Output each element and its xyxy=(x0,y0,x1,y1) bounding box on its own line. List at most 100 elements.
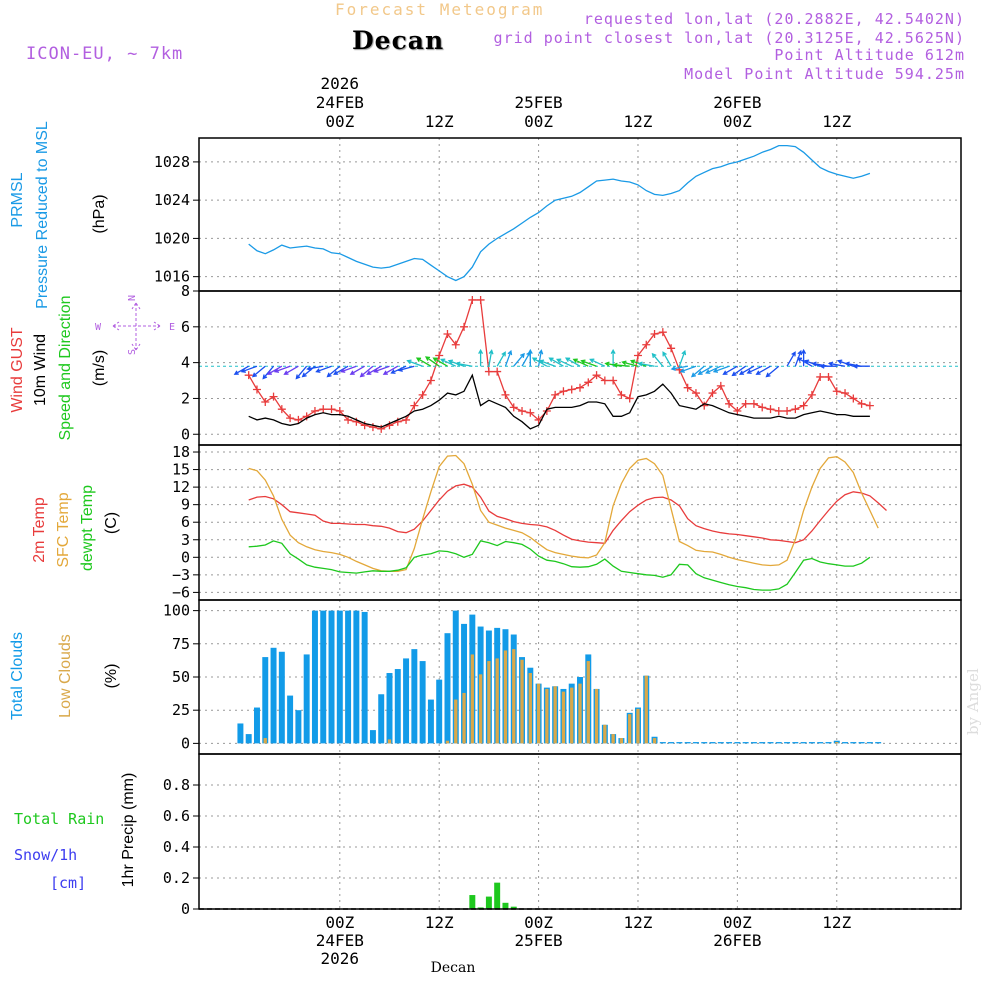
snow-unit: [cm] xyxy=(50,874,86,892)
bar-low-clouds xyxy=(586,661,590,744)
bar-low-clouds xyxy=(503,650,508,744)
gust-point xyxy=(799,401,808,410)
y-tick-label: −3 xyxy=(172,566,190,584)
wind-arrow xyxy=(746,365,763,374)
bar-total-clouds xyxy=(278,651,285,744)
wind-arrow xyxy=(273,365,291,373)
gust-point xyxy=(368,423,377,432)
wind-arrow xyxy=(731,365,747,377)
precip-frame xyxy=(198,753,962,910)
wind-arrow xyxy=(765,365,780,378)
bar-total-rain xyxy=(485,896,492,909)
y-tick-label: 0.6 xyxy=(163,807,190,825)
wind-arrow xyxy=(612,362,630,368)
pressure-panel: 1016 1020 1024 1028 xyxy=(154,137,962,292)
bar-total-clouds xyxy=(875,742,882,744)
bar-total-clouds xyxy=(684,742,691,744)
bar-total-clouds xyxy=(817,742,824,744)
wind-arrow xyxy=(333,365,349,375)
y-tick-label: 1024 xyxy=(154,191,190,209)
y-tick-label: −6 xyxy=(172,583,190,601)
bar-total-clouds xyxy=(311,610,318,744)
gust-point xyxy=(261,398,270,407)
gust-point xyxy=(841,389,850,398)
bar-total-clouds xyxy=(303,654,310,744)
pressure-label-short: PRMSL xyxy=(9,172,26,227)
bar-total-clouds xyxy=(403,658,410,744)
y-tick-label: 0 xyxy=(181,425,190,443)
wind-arrow xyxy=(712,365,730,373)
bar-total-clouds xyxy=(692,742,699,744)
wind-arrow xyxy=(326,365,341,378)
top-axis-label: 25FEB xyxy=(515,93,563,112)
compass-south: S xyxy=(127,349,138,355)
bar-low-clouds xyxy=(594,688,599,744)
top-axis-label: 00Z xyxy=(723,112,752,131)
bar-total-clouds xyxy=(361,611,368,744)
bar-low-clouds xyxy=(603,724,607,744)
wind-unit: (m/s) xyxy=(91,350,108,386)
wind-arrow xyxy=(415,357,432,367)
wind-arrow xyxy=(478,348,484,367)
wind-arrow xyxy=(233,365,250,375)
bar-low-clouds xyxy=(528,673,532,744)
y-tick-label: 8 xyxy=(181,282,190,300)
wind-arrow xyxy=(819,363,837,369)
bar-total-clouds xyxy=(386,673,393,744)
top-axis-label: 26FEB xyxy=(713,93,761,112)
bar-total-clouds xyxy=(750,742,757,744)
bottom-axis-label: 00Z xyxy=(723,913,752,932)
temp-sfc-label: SFC Temp xyxy=(55,492,72,567)
bar-low-clouds xyxy=(561,691,566,744)
point-altitude: Point Altitude 612m xyxy=(774,46,965,64)
top-axis-label: 2026 xyxy=(321,74,360,93)
wind-arrow xyxy=(827,361,846,367)
compass-west: W xyxy=(95,322,102,333)
bar-low-clouds xyxy=(520,659,524,744)
wind-arrow xyxy=(564,357,581,367)
bottom-axis-label: 12Z xyxy=(624,913,653,932)
wind-arrow xyxy=(697,365,713,375)
bar-low-clouds xyxy=(611,734,615,744)
wind-arrow xyxy=(705,365,722,374)
bar-total-clouds xyxy=(734,742,741,744)
pressure-frame xyxy=(198,137,962,292)
wind-arrow xyxy=(531,357,548,367)
bar-total-clouds xyxy=(792,742,799,744)
bar-total-clouds xyxy=(842,742,849,744)
compass-east: E xyxy=(169,322,175,333)
gust-point xyxy=(667,344,676,353)
gust-point xyxy=(725,399,734,408)
top-axis-label: 00Z xyxy=(524,112,553,131)
y-tick-label: 0.4 xyxy=(163,838,190,856)
wind-arrow xyxy=(406,359,423,367)
y-tick-label: 4 xyxy=(181,354,190,372)
wind-arrow xyxy=(538,359,556,367)
bar-total-clouds xyxy=(394,669,401,744)
bottom-axis-label: 2026 xyxy=(321,949,360,968)
bar-total-clouds xyxy=(866,742,873,744)
gust-point xyxy=(460,322,469,331)
bar-low-clouds xyxy=(487,661,491,744)
bar-total-clouds xyxy=(427,699,434,744)
gust-point xyxy=(484,367,493,376)
wind-arrow xyxy=(488,349,494,367)
gust-point xyxy=(344,415,353,424)
bar-low-clouds xyxy=(644,675,648,744)
gust-point xyxy=(435,351,444,360)
pressure-unit: (hPa) xyxy=(91,194,108,233)
wind-arrow xyxy=(796,357,813,367)
bar-total-clouds xyxy=(676,742,683,744)
gust-point xyxy=(327,405,336,414)
y-tick-label: 1016 xyxy=(154,268,190,286)
wind-arrow xyxy=(755,365,771,375)
model-point-altitude: Model Point Altitude 594.25m xyxy=(684,65,965,83)
gust-point xyxy=(749,399,758,408)
wind-arrow xyxy=(580,359,597,367)
wind-arrow xyxy=(373,365,390,373)
y-tick-label: 0.8 xyxy=(163,776,190,794)
bar-total-rain xyxy=(502,902,509,909)
gust-point xyxy=(592,371,601,380)
gust-point xyxy=(617,390,626,399)
